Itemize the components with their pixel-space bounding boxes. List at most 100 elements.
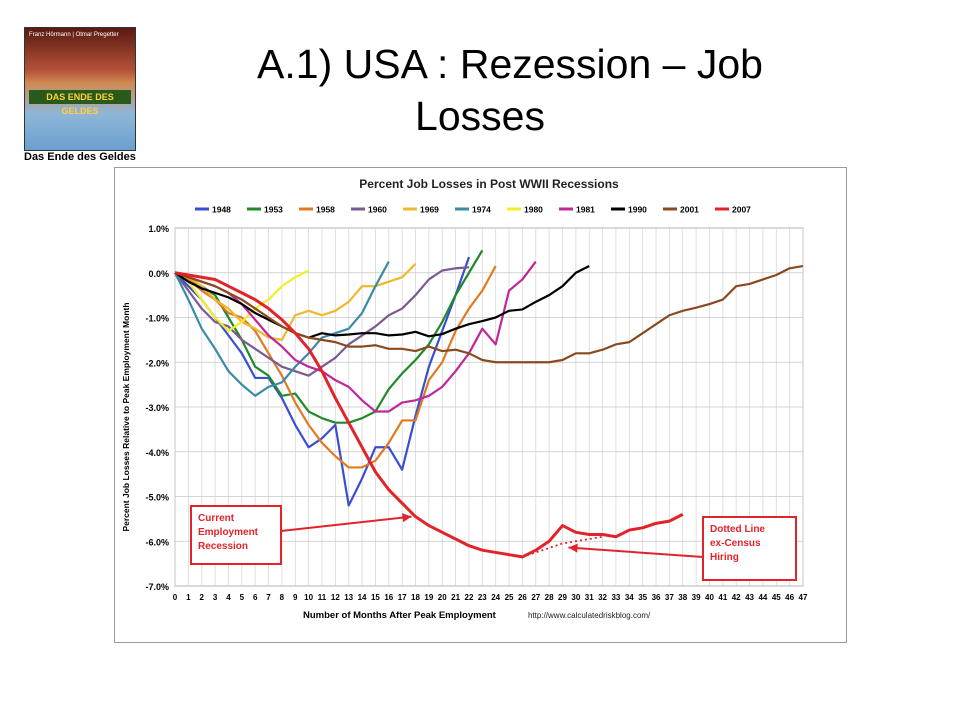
y-tick-label: 1.0% xyxy=(148,224,169,234)
y-tick-label: -4.0% xyxy=(145,448,169,458)
legend-label: 1948 xyxy=(212,205,231,215)
series-line-1980 xyxy=(174,269,310,333)
legend-label: 1981 xyxy=(576,205,595,215)
x-tick-label: 19 xyxy=(424,593,433,602)
annotation-callout: Current Employment Recession xyxy=(190,505,412,565)
annotation-arrow-line xyxy=(568,546,704,558)
annotation-text: Current xyxy=(198,513,235,524)
series-line-1974 xyxy=(174,261,390,397)
x-tick-label: 37 xyxy=(665,593,674,602)
x-tick-label: 31 xyxy=(585,593,594,602)
book-cover-image: Franz Hörmann | Otmar Pregetter DAS ENDE… xyxy=(24,27,136,167)
x-tick-label: 5 xyxy=(240,593,245,602)
series-line-1981 xyxy=(174,260,537,413)
legend-label: 2007 xyxy=(732,205,751,215)
legend-label: 1980 xyxy=(524,205,543,215)
series-line-1953 xyxy=(174,249,484,424)
annotation-box xyxy=(702,516,797,581)
x-tick-label: 7 xyxy=(266,593,271,602)
x-tick-label: 2 xyxy=(199,593,204,602)
x-tick-label: 34 xyxy=(625,593,634,602)
annotation-callout: Dotted Line ex-Census Hiring xyxy=(568,516,797,581)
annotation-text: ex-Census xyxy=(710,538,761,549)
y-tick-label: -1.0% xyxy=(145,314,169,324)
series-line-2001 xyxy=(174,264,804,364)
legend-label: 2001 xyxy=(680,205,699,215)
annotation-arrowhead xyxy=(402,513,412,523)
book-caption: Das Ende des Geldes xyxy=(24,151,136,163)
y-tick-label: -6.0% xyxy=(145,537,169,547)
annotation-arrowhead xyxy=(568,543,578,553)
x-tick-label: 6 xyxy=(253,593,258,602)
x-tick-label: 40 xyxy=(705,593,714,602)
x-tick-label: 12 xyxy=(331,593,340,602)
x-tick-label: 43 xyxy=(745,593,754,602)
series-line-1958 xyxy=(174,265,497,469)
x-tick-label: 36 xyxy=(652,593,661,602)
x-tick-label: 14 xyxy=(358,593,367,602)
annotation-text: Hiring xyxy=(710,552,739,563)
legend-label: 1990 xyxy=(628,205,647,215)
chart-frame: 1.0% 0.0% -1.0% -2.0% -3.0% -4.0% -5.0% -6.0% -7… xyxy=(114,167,847,643)
annotation-text: Employment xyxy=(198,527,259,538)
slide-title-line-1: A.1) USA : Rezession – Job xyxy=(257,41,763,87)
x-tick-label: 46 xyxy=(785,593,794,602)
x-tick-label: 17 xyxy=(398,593,407,602)
x-tick-label: 41 xyxy=(718,593,727,602)
x-tick-label: 22 xyxy=(465,593,474,602)
x-tick-label: 15 xyxy=(371,593,380,602)
y-tick-label: -3.0% xyxy=(145,403,169,413)
x-tick-label: 27 xyxy=(531,593,540,602)
x-tick-label: 25 xyxy=(505,593,514,602)
book-title-band: DAS ENDE DES GELDES xyxy=(29,90,131,116)
x-tick-label: 0 xyxy=(173,593,178,602)
x-tick-label: 29 xyxy=(558,593,567,602)
x-tick-label: 45 xyxy=(772,593,781,602)
annotation-box xyxy=(190,505,282,565)
x-tick-label: 4 xyxy=(226,593,231,602)
series-line-2007 xyxy=(174,271,684,559)
legend-label: 1969 xyxy=(420,205,439,215)
x-tick-label: 9 xyxy=(293,593,298,602)
x-tick-label: 21 xyxy=(451,593,460,602)
y-tick-label: -2.0% xyxy=(145,358,169,368)
book-authors: Franz Hörmann | Otmar Pregetter xyxy=(29,32,119,38)
x-tick-label: 42 xyxy=(732,593,741,602)
series-line-1990 xyxy=(174,265,590,339)
x-tick-label: 20 xyxy=(438,593,447,602)
x-tick-label: 32 xyxy=(598,593,607,602)
slide-title-line-2: Losses xyxy=(415,93,545,139)
x-axis-label: Number of Months After Peak Employment xyxy=(303,610,497,621)
legend-label: 1960 xyxy=(368,205,387,215)
job-losses-chart: 1.0% 0.0% -1.0% -2.0% -3.0% -4.0% -5.0% -6.0% -7… xyxy=(121,177,808,621)
y-tick-label: -5.0% xyxy=(145,493,169,503)
x-tick-label: 24 xyxy=(491,593,500,602)
x-tick-label: 38 xyxy=(678,593,687,602)
x-tick-label: 13 xyxy=(344,593,353,602)
y-axis-label: Percent Job Losses Relative to Peak Empl… xyxy=(121,302,131,531)
book-cover: Franz Hörmann | Otmar Pregetter DAS ENDE… xyxy=(24,27,136,151)
x-tick-label: 10 xyxy=(304,593,313,602)
y-tick-label: 0.0% xyxy=(148,269,169,279)
x-tick-label: 39 xyxy=(692,593,701,602)
x-tick-label: 16 xyxy=(384,593,393,602)
x-tick-label: 28 xyxy=(545,593,554,602)
legend-label: 1953 xyxy=(264,205,283,215)
x-tick-label: 26 xyxy=(518,593,527,602)
slide-title: A.1) USA : Rezession – Job Losses xyxy=(160,38,860,142)
x-tick-label: 8 xyxy=(280,593,285,602)
x-tick-label: 1 xyxy=(186,593,191,602)
legend-label: 1958 xyxy=(316,205,335,215)
x-tick-label: 18 xyxy=(411,593,420,602)
x-tick-label: 23 xyxy=(478,593,487,602)
annotation-text: Recession xyxy=(198,541,248,552)
x-tick-label: 11 xyxy=(318,593,327,602)
annotation-arrow-line xyxy=(280,515,412,532)
y-tick-label: -7.0% xyxy=(145,582,169,592)
x-tick-label: 3 xyxy=(213,593,218,602)
x-tick-label: 44 xyxy=(758,593,767,602)
legend-label: 1974 xyxy=(472,205,491,215)
x-tick-label: 47 xyxy=(799,593,808,602)
x-tick-label: 30 xyxy=(571,593,580,602)
chart-title: Percent Job Losses in Post WWII Recessio… xyxy=(359,177,619,191)
